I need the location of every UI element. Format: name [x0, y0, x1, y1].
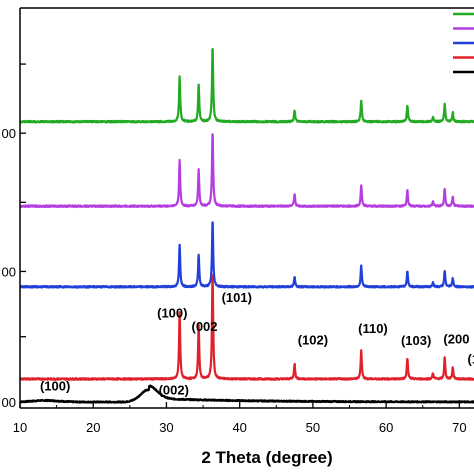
peak-label-7: (1 — [467, 352, 474, 367]
x-tick-label-2: 30 — [159, 420, 173, 435]
x-tick-label-0: 10 — [13, 420, 27, 435]
x-axis-title: 2 Theta (degree) — [201, 448, 332, 467]
x-tick-label-4: 50 — [306, 420, 320, 435]
series-line-0 — [19, 384, 474, 404]
y-tick-label-0: 00 — [2, 395, 16, 410]
series-line-4 — [19, 47, 474, 124]
peak-label-2: (101) — [222, 290, 252, 305]
peak-label-9: (002) — [159, 382, 189, 397]
peak-label-3: (102) — [298, 332, 328, 347]
series-line-3 — [19, 133, 474, 209]
peak-annotations: (100) (002 (101) (102) (110) (103) (200 (1 (100)… — [40, 290, 474, 397]
peak-label-5: (103) — [401, 333, 431, 348]
y-tick-label-4: 00 — [2, 126, 16, 141]
axes: 10 20 30 40 50 60 70 00 00 00 — [2, 7, 474, 435]
x-tick-label-3: 40 — [232, 420, 246, 435]
series-line-2 — [19, 221, 474, 289]
peak-label-4: (110) — [358, 321, 388, 336]
legend — [453, 12, 474, 74]
y-tick-label-2: 00 — [2, 264, 16, 279]
x-tick-label-1: 20 — [86, 420, 100, 435]
peak-label-6: (200 — [443, 332, 469, 347]
plot-lines — [18, 47, 474, 404]
x-tick-label-5: 60 — [379, 420, 393, 435]
peak-label-1: (002 — [192, 319, 218, 334]
x-tick-label-6: 70 — [452, 420, 466, 435]
peak-label-8: (100) — [40, 378, 70, 393]
series-line-1 — [18, 274, 474, 381]
peak-label-0: (100) — [157, 306, 187, 321]
